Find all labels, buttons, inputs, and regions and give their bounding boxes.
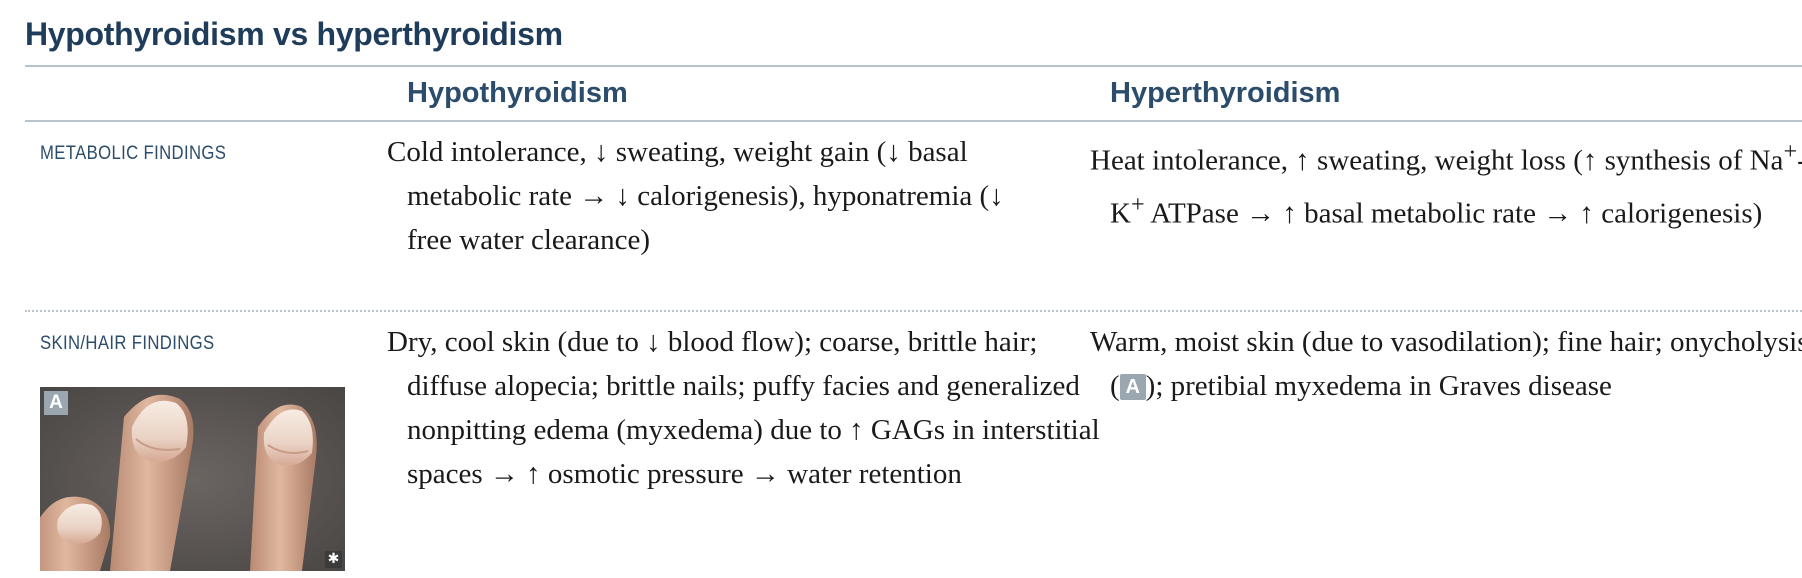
hypo-skin-hair-findings: Dry, cool skin (due to ↓ blood flow); co… [387,326,1100,490]
column-header-hypothyroidism: Hypothyroidism [407,77,628,109]
asterisk-icon: ✱ [325,551,342,568]
row-divider [25,310,1802,312]
title-divider [25,65,1802,67]
header-divider [25,120,1802,122]
hyper-skin-text-start: Warm, moist skin (due to vasodilation); … [1090,326,1802,402]
row-label-skin-hair-findings: SKIN/HAIR FINDINGS [40,333,215,354]
figure-reference-badge: A [1119,374,1146,400]
row-label-metabolic-findings: METABOLIC FINDINGS [40,143,227,164]
hyper-skin-hair-findings: Warm, moist skin (due to vasodilation); … [1090,320,1802,408]
column-header-hyperthyroidism: Hyperthyroidism [1110,77,1341,109]
hyper-skin-text-end: ); pretibial myxedema in Graves disease [1145,370,1612,402]
page-title: Hypothyroidism vs hyperthyroidism [25,16,563,52]
onycholysis-photo: A ✱ [40,387,345,571]
hypo-metabolic-findings: Cold intolerance, ↓ sweating, weight gai… [387,136,1004,256]
figure-label-badge: A [44,391,68,415]
fingernails-illustration [40,387,345,571]
hyper-metabolic-findings: Heat intolerance, ↑ sweating, weight los… [1090,138,1802,230]
